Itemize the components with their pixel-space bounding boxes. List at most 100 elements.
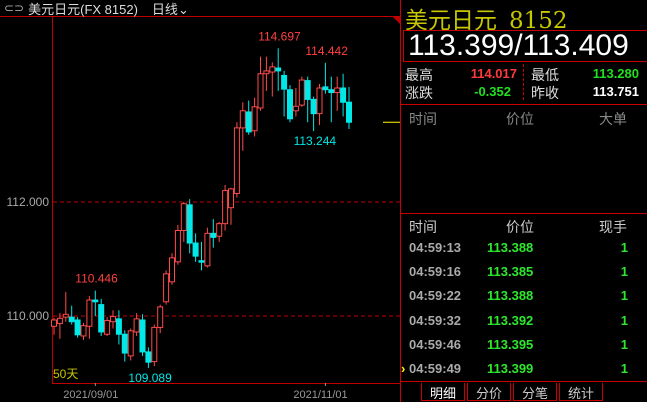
candlestick-chart[interactable]: 112.000 110.000 2021/09/01 2021/11/01 114.69… [0,0,400,402]
tick-price: 113.385 [487,264,534,280]
high-label: 最高 [405,67,433,83]
extreme-price-label: 114.697 [258,29,301,43]
candle-down [74,319,81,336]
y-tick-label: 112.000 [7,195,50,209]
candle-down [139,319,146,353]
extreme-price-label: 109.089 [128,371,172,385]
tick-time: 04:59:32 [409,312,462,328]
instrument-title: 美元日元 8152 [405,8,568,34]
candle-down [245,111,252,133]
candle-up [233,127,240,194]
tick-row: 04:59:49 113.399 1 › [401,361,647,381]
candle-down [145,351,152,363]
y-tick-label: 110.000 [7,309,50,323]
tick-row: 04:59:13 113.388 1 [401,240,647,260]
candle-up [104,320,111,335]
candle-up [216,223,223,237]
tick-volume: 1 [620,264,628,280]
tick-volume: 1 [620,240,628,255]
candle-down [186,204,193,244]
corner-marker-icon [392,16,400,24]
ticks-header-volume: 现手 [599,219,627,235]
candle-up [180,203,187,232]
tick-price: 113.392 [487,312,534,328]
candle-down [328,89,335,94]
tab-statistics[interactable]: 统计 [559,383,603,401]
tick-time: 04:59:16 [409,264,462,280]
candle-down [281,74,288,90]
current-row-marker-icon: › [401,361,406,376]
tick-price: 113.388 [487,240,534,255]
candle-up [151,326,158,363]
candle-down [304,80,311,100]
tab-price-distribution[interactable]: 分价 [467,383,511,401]
candle-up [298,79,305,106]
candle-down [192,242,199,257]
bid-ask-price: 113.399/113.409 [403,30,647,62]
candle-down [115,318,122,335]
chart-header: ⊂⊃ 美元日元(FX 8152) 日线⌄ [0,0,400,17]
candle-down [310,98,317,115]
prev-close-label: 昨收 [531,85,559,101]
low-value: 113.280 [592,66,639,81]
candle-up [263,70,270,75]
candle-up [86,299,93,327]
candle-up [222,190,229,225]
candle-down [198,260,205,263]
extreme-price-label: 110.446 [75,272,118,286]
x-tick-label: 2021/11/01 [293,389,347,401]
tick-price: 113.395 [487,336,534,352]
candle-up [251,106,258,132]
candle-down [121,333,128,354]
high-value: 114.017 [470,66,517,81]
change-value: -0.352 [474,84,511,99]
big-orders-header-size: 大单 [599,111,627,127]
tick-time: 04:59:46 [409,336,462,352]
quote-panel: 美元日元 8152 113.399/113.409 最高 114.017 最低 1… [400,0,647,402]
tick-volume: 1 [620,336,628,352]
candle-down [340,87,347,103]
candle-down [68,316,75,323]
ticks-header-time: 时间 [409,219,437,235]
ticks-header-price: 价位 [506,219,534,235]
candle-up [62,313,69,318]
candle-up [316,87,323,115]
tick-row: 04:59:22 113.388 1 [401,288,647,308]
candle-up [334,87,341,94]
tick-time: 04:59:13 [409,240,462,255]
tab-details[interactable]: 明细 [421,383,465,401]
link-icon[interactable]: ⊂⊃ [4,1,25,15]
tick-price: 113.399 [487,361,534,376]
candle-up [204,232,211,267]
candle-down [322,86,329,91]
period-count-label: 50天 [53,367,78,381]
period-selector[interactable]: 日线⌄ [151,1,189,17]
tick-volume: 1 [620,312,628,328]
candle-up [292,105,299,112]
candle-up [269,66,276,73]
change-label: 涨跌 [405,85,433,101]
big-orders-header-price: 价位 [506,111,534,127]
tick-volume: 1 [620,361,628,376]
tick-price: 113.388 [487,288,534,304]
tick-time: 04:59:22 [409,288,462,304]
candle-up [80,325,87,337]
extreme-price-label: 113.244 [294,134,337,148]
candle-up [127,330,134,357]
candle-up [228,188,234,209]
candle-up [257,73,264,109]
symbol-label: 美元日元(FX 8152) [28,1,138,17]
x-tick-label: 2021/09/01 [63,389,118,401]
candle-down [92,299,99,303]
candle-up [51,319,57,327]
candle-up [56,317,63,324]
candle-up [133,318,140,333]
candle-up [163,273,170,303]
candle-up [169,257,175,283]
tab-ticks[interactable]: 分笔 [513,383,557,401]
candle-up [110,316,116,323]
candle-down [287,89,293,120]
chevron-down-icon: ⌄ [177,1,189,17]
big-orders-header-time: 时间 [409,111,437,127]
candle-down [275,67,282,72]
